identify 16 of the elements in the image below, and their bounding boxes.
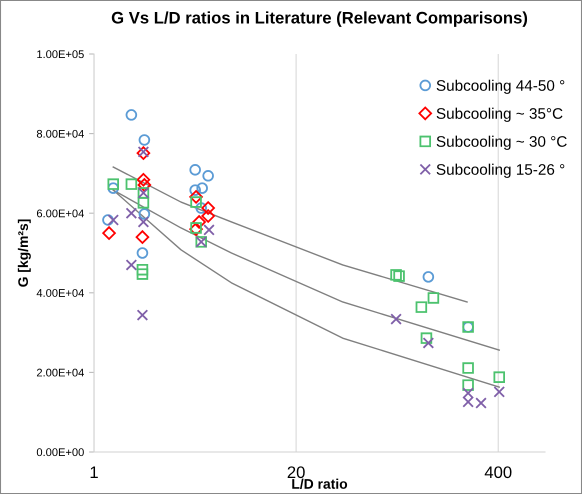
y-tick-label: 1.00E+05	[37, 50, 84, 58]
x-tick-label: 1	[90, 466, 98, 478]
legend-label: Subcooling ~ 30 °C	[436, 136, 567, 150]
x-axis-title: L/D ratio	[292, 478, 348, 489]
y-tick-label: 8.00E+04	[36, 130, 84, 138]
y-tick-label: 0.00E+00	[36, 448, 84, 456]
y-axis-title: G [kg/m²s]	[18, 219, 31, 287]
legend-label: Subcooling 44-50 °	[436, 80, 564, 94]
legend-label: Subcooling ~ 35°C	[436, 108, 563, 122]
legend-label: Subcooling 15-26 °	[436, 164, 564, 178]
chart-title: G Vs L/D ratios in Literature (Relevant Comparisons)	[112, 11, 528, 27]
x-tick-label: 400	[484, 466, 512, 478]
x-tick-label: 20	[288, 466, 305, 478]
y-tick-label: 4.00E+04	[36, 289, 84, 297]
y-tick-label: 2.00E+04	[36, 368, 84, 377]
y-tick-label: 6.00E+04	[36, 209, 84, 218]
